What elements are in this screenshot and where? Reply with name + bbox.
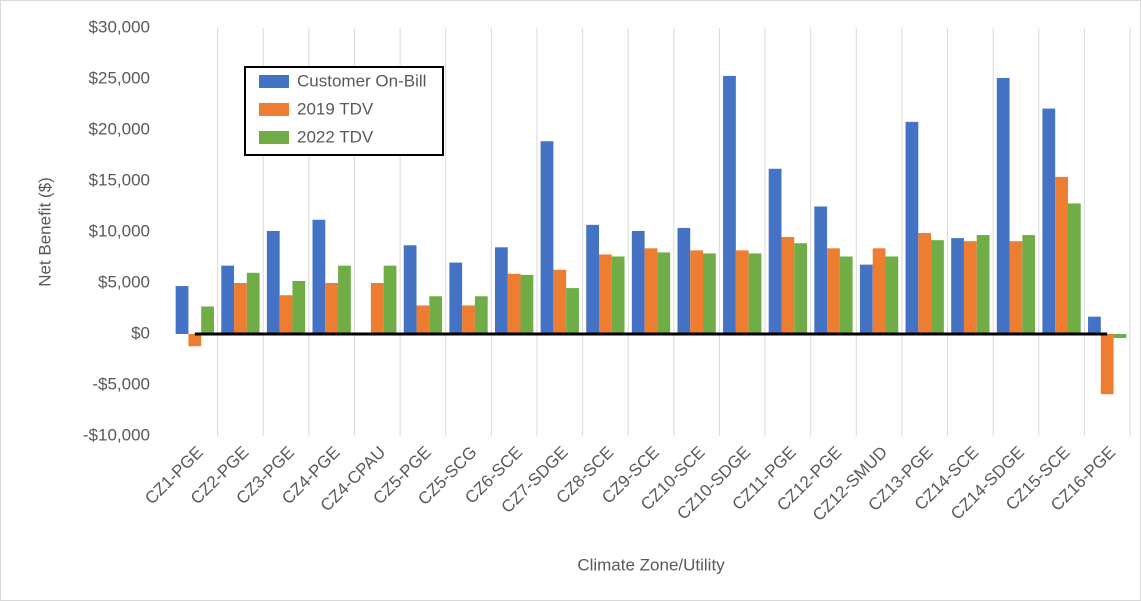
bar xyxy=(520,274,534,334)
bar xyxy=(462,305,475,334)
y-axis-title: Net Benefit ($) xyxy=(35,177,54,287)
bar xyxy=(449,262,463,334)
bar xyxy=(566,288,579,334)
bar xyxy=(768,168,782,334)
y-tick-label: -$10,000 xyxy=(83,425,150,444)
bar xyxy=(644,248,658,334)
bar xyxy=(494,247,508,334)
bar xyxy=(234,283,247,334)
legend-label: 2019 TDV xyxy=(297,99,374,118)
y-tick-label: -$5,000 xyxy=(92,374,150,393)
bar xyxy=(839,256,853,334)
y-tick-label: $30,000 xyxy=(89,17,150,36)
bar xyxy=(553,269,567,334)
y-tick-label: $25,000 xyxy=(89,68,150,87)
bar xyxy=(677,227,691,334)
bar xyxy=(474,296,488,334)
bar xyxy=(1022,235,1036,334)
bar xyxy=(325,283,339,334)
bar xyxy=(1009,241,1023,334)
bar xyxy=(383,265,397,334)
bar xyxy=(1100,334,1114,395)
bar xyxy=(918,233,932,334)
bar xyxy=(657,252,671,334)
y-tick-label: $5,000 xyxy=(98,272,150,291)
bar xyxy=(872,248,886,334)
legend-swatch xyxy=(259,131,289,144)
y-tick-label: $15,000 xyxy=(89,170,150,189)
bar xyxy=(246,272,260,334)
bar xyxy=(279,295,293,334)
bar xyxy=(814,206,828,334)
bar xyxy=(794,243,808,334)
bar xyxy=(690,250,704,334)
bar xyxy=(221,265,235,334)
bar xyxy=(540,141,554,334)
y-tick-label: $20,000 xyxy=(89,119,150,138)
bar xyxy=(703,253,716,334)
bar xyxy=(188,334,202,347)
bar xyxy=(403,245,417,334)
legend-label: Customer On-Bill xyxy=(297,71,426,90)
bar xyxy=(1113,334,1127,339)
bar xyxy=(611,256,625,334)
legend-label: 2022 TDV xyxy=(297,127,374,146)
bar xyxy=(312,219,326,334)
bar xyxy=(416,305,430,334)
bar xyxy=(1067,203,1081,334)
bar xyxy=(370,283,384,334)
bar xyxy=(1055,176,1068,334)
bar xyxy=(201,306,214,334)
bar xyxy=(781,237,795,334)
bar xyxy=(338,265,351,334)
bar xyxy=(1088,316,1101,334)
y-tick-label: $10,000 xyxy=(89,221,150,240)
bar xyxy=(723,75,736,334)
bar xyxy=(859,264,873,334)
bar xyxy=(429,296,443,334)
bar xyxy=(175,286,189,334)
bar xyxy=(266,230,280,334)
bar xyxy=(931,240,944,334)
bar xyxy=(748,253,762,334)
bar xyxy=(885,256,899,334)
bar xyxy=(292,280,306,334)
bar xyxy=(1042,108,1056,334)
bar xyxy=(963,241,977,334)
bar xyxy=(735,250,749,334)
x-axis-title: Climate Zone/Utility xyxy=(577,555,725,574)
legend-swatch xyxy=(259,103,289,116)
bar xyxy=(507,273,521,334)
bar xyxy=(827,248,840,334)
bar xyxy=(631,230,645,334)
bar xyxy=(996,77,1010,334)
bar xyxy=(951,238,964,334)
bar xyxy=(905,121,919,334)
bar xyxy=(976,235,990,334)
bar xyxy=(598,254,612,334)
legend-swatch xyxy=(259,75,289,88)
bar xyxy=(586,224,599,334)
y-tick-label: $0 xyxy=(131,323,150,342)
